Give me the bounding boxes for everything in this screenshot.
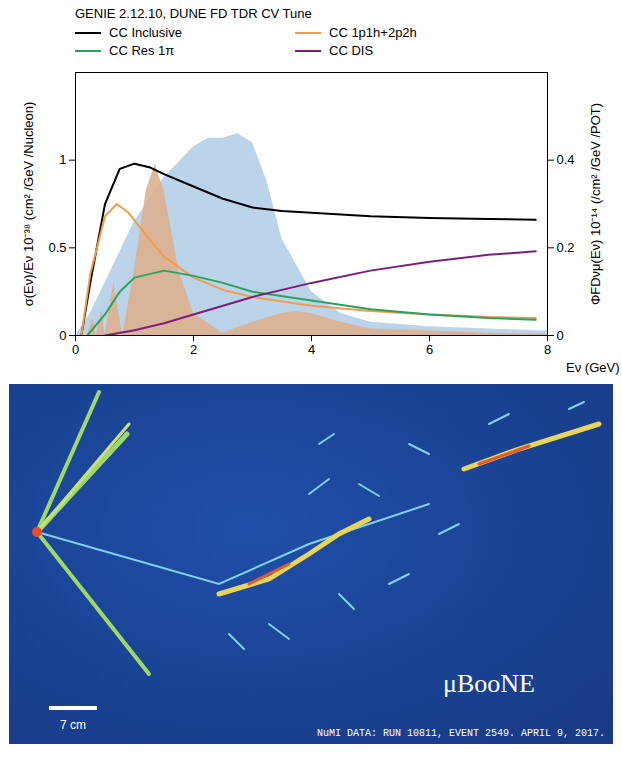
svg-text:Eν (GeV): Eν (GeV) — [566, 360, 619, 375]
svg-text:2: 2 — [190, 342, 197, 357]
svg-text:0: 0 — [557, 328, 564, 343]
svg-text:8: 8 — [544, 342, 551, 357]
html-text:CC Res 1π: CC Res 1π — [109, 43, 175, 58]
svg-text:0: 0 — [72, 342, 79, 357]
html-text:CC 1p1h+2p2h: CC 1p1h+2p2h — [329, 25, 417, 40]
svg-text:1: 1 — [59, 152, 66, 167]
html-text:CC DIS: CC DIS — [329, 43, 374, 58]
svg-text:4: 4 — [308, 342, 315, 357]
html-text:CC Inclusive: CC Inclusive — [109, 25, 182, 40]
svg-text:0.2: 0.2 — [557, 240, 575, 255]
svg-text:μBooNE: μBooNE — [443, 669, 535, 698]
svg-text:0.5: 0.5 — [48, 240, 66, 255]
svg-text:7 cm: 7 cm — [60, 718, 86, 732]
svg-text:0: 0 — [59, 328, 66, 343]
html-text:GENIE 2.12.10, DUNE FD TDR CV: GENIE 2.12.10, DUNE FD TDR CV Tune — [75, 6, 312, 21]
svg-text:0.4: 0.4 — [557, 152, 575, 167]
svg-text:NuMI DATA: RUN 10811, EVENT 25: NuMI DATA: RUN 10811, EVENT 2549. APRIL … — [317, 728, 605, 739]
svg-text:σ(Eν)/Eν 10⁻³⁸ (cm² /GeV /Nucl: σ(Eν)/Eν 10⁻³⁸ (cm² /GeV /Nucleon) — [21, 102, 36, 307]
svg-text:ΦFDνμ(Eν) 10⁻¹⁴ (/cm² /GeV /PO: ΦFDνμ(Eν) 10⁻¹⁴ (/cm² /GeV /POT) — [588, 103, 603, 305]
svg-text:6: 6 — [426, 342, 433, 357]
